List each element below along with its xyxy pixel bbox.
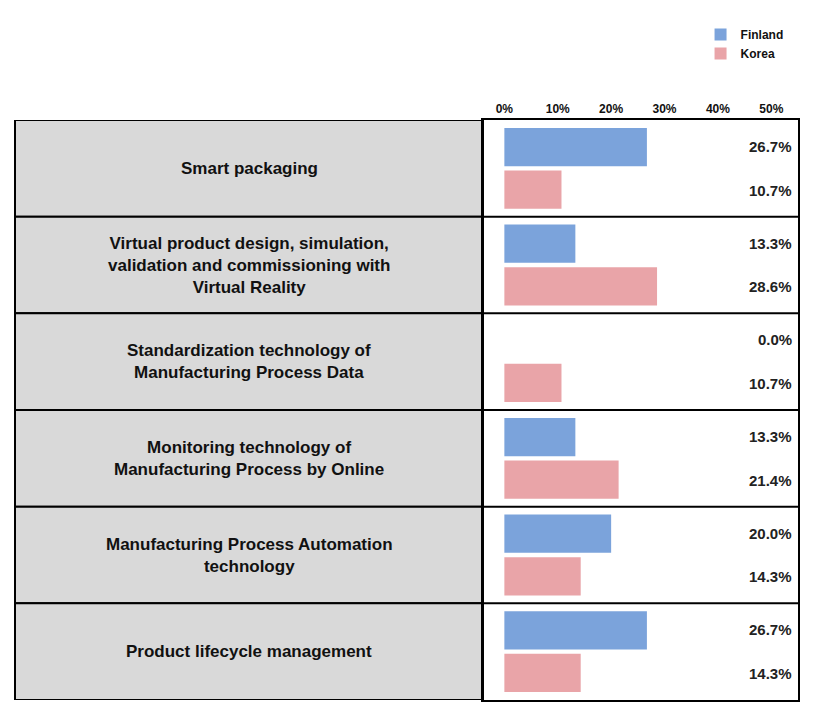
svg-text:0.0%: 0.0% xyxy=(758,331,792,348)
svg-text:Manufacturing Process Automati: Manufacturing Process Automationtechnolo… xyxy=(106,535,393,576)
svg-text:13.3%: 13.3% xyxy=(749,235,792,252)
svg-text:Smart packaging: Smart packaging xyxy=(181,159,318,178)
svg-text:Virtual product design, simula: Virtual product design, simulation,valid… xyxy=(108,234,390,297)
svg-text:Product lifecycle management: Product lifecycle management xyxy=(126,642,372,661)
svg-text:14.3%: 14.3% xyxy=(749,568,792,585)
svg-text:0%: 0% xyxy=(496,102,514,116)
svg-text:30%: 30% xyxy=(653,102,677,116)
svg-text:10.7%: 10.7% xyxy=(749,375,792,392)
svg-text:Finland: Finland xyxy=(741,28,784,42)
svg-text:21.4%: 21.4% xyxy=(749,472,792,489)
svg-text:Korea: Korea xyxy=(741,47,775,61)
svg-text:10%: 10% xyxy=(546,102,570,116)
svg-text:10.7%: 10.7% xyxy=(749,182,792,199)
svg-text:Monitoring technology ofManufa: Monitoring technology ofManufacturing Pr… xyxy=(114,438,384,479)
svg-text:20.0%: 20.0% xyxy=(749,525,792,542)
svg-text:26.7%: 26.7% xyxy=(749,621,792,638)
svg-text:28.6%: 28.6% xyxy=(749,278,792,295)
svg-text:Standardization technology ofM: Standardization technology ofManufacturi… xyxy=(127,341,371,382)
svg-text:14.3%: 14.3% xyxy=(749,665,792,682)
svg-text:26.7%: 26.7% xyxy=(749,138,792,155)
svg-text:20%: 20% xyxy=(599,102,623,116)
svg-text:40%: 40% xyxy=(706,102,730,116)
svg-text:13.3%: 13.3% xyxy=(749,428,792,445)
svg-text:50%: 50% xyxy=(759,102,783,116)
